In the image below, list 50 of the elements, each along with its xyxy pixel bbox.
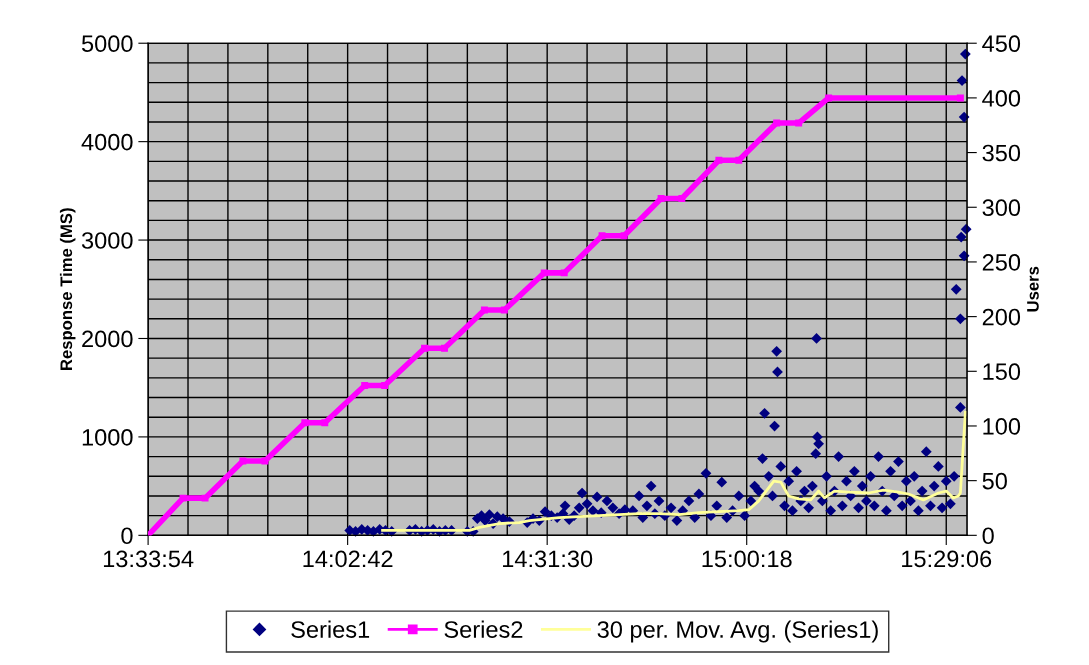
x-tick-label: 14:02:42	[303, 550, 393, 568]
point	[715, 156, 723, 164]
point	[620, 232, 628, 240]
y-tick-label: 3000	[81, 232, 133, 249]
point	[201, 494, 209, 502]
y2-tick-label: 150	[983, 363, 1021, 381]
point	[678, 195, 686, 202]
y2-tick-label: 0	[982, 527, 994, 545]
point	[657, 195, 665, 202]
point	[441, 344, 448, 352]
point	[261, 457, 269, 465]
y-tick-label: 1000	[82, 428, 133, 446]
point	[361, 382, 369, 389]
point	[598, 232, 606, 240]
y-tick-label: 5000	[81, 35, 133, 53]
legend-label: Series1	[291, 620, 370, 638]
y2-tick-label: 50	[982, 472, 1007, 490]
point	[795, 119, 803, 127]
point	[301, 419, 309, 427]
point	[956, 94, 964, 102]
x-tick-label: 15:29:06	[902, 550, 992, 568]
x-tick-label: 14:31:30	[503, 550, 593, 568]
legend-label: 30 per. Mov. Avg. (Series1)	[597, 620, 878, 643]
legend-label: Series2	[444, 620, 523, 638]
point	[560, 269, 568, 277]
point	[500, 306, 508, 314]
y2-tick-label: 350	[982, 144, 1021, 162]
point	[179, 494, 187, 502]
point	[480, 306, 488, 314]
y2-axis-title: Users	[1027, 266, 1039, 312]
y-tick-label: 2000	[82, 330, 133, 348]
y2-tick-label: 250	[982, 254, 1021, 271]
x-tick-label: 13:33:54	[103, 550, 194, 568]
point	[825, 94, 833, 102]
point	[381, 382, 389, 389]
y2-tick-label: 300	[982, 199, 1021, 217]
y-tick-label: 4000	[81, 133, 133, 151]
point	[540, 269, 548, 277]
point	[735, 156, 743, 164]
x-tick-label: 15:00:18	[702, 550, 792, 568]
y-axis-title: Response Time (MS)	[59, 208, 76, 370]
y2-tick-label: 400	[982, 89, 1021, 107]
y-tick-label: 0	[121, 527, 133, 545]
point	[321, 419, 329, 427]
y2-tick-label: 200	[982, 308, 1021, 326]
y2-tick-label: 100	[983, 418, 1021, 435]
y2-tick-label: 450	[982, 35, 1021, 53]
point	[239, 457, 247, 465]
point	[773, 119, 781, 127]
point	[421, 344, 429, 352]
